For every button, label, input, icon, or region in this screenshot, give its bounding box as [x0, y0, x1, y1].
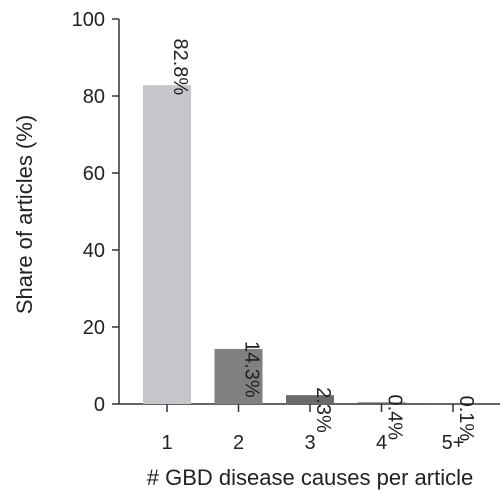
data-label: 82.8% — [169, 39, 191, 96]
bars — [143, 85, 477, 404]
y-tick-label: 0 — [94, 394, 105, 416]
data-label: 2.3% — [312, 387, 334, 433]
bar — [357, 402, 406, 404]
data-label: 14.3% — [241, 341, 263, 398]
data-label: 0.4% — [384, 394, 406, 440]
x-axis-title: # GBD disease causes per article — [147, 465, 474, 490]
bar — [143, 85, 191, 404]
y-axis-title: Share of articles (%) — [12, 115, 37, 314]
data-labels: 82.8% 14.3% 2.3% 0.4% 0.1% — [169, 39, 477, 442]
y-ticks: 0 20 40 60 80 100 — [72, 9, 119, 416]
x-axis: 1 2 3 4 5+ — [119, 403, 500, 454]
y-tick-label: 80 — [83, 86, 105, 108]
x-tick-label: 1 — [161, 432, 172, 454]
bar — [214, 348, 263, 404]
x-tick-label: 3 — [304, 432, 315, 454]
bar — [429, 403, 477, 404]
y-tick-label: 60 — [83, 163, 105, 185]
x-tick-label: 5+ — [442, 432, 465, 454]
x-tick-label: 4 — [376, 432, 387, 454]
bar — [286, 395, 334, 404]
y-tick-label: 20 — [83, 317, 105, 339]
y-tick-label: 100 — [72, 9, 105, 31]
y-tick-label: 40 — [83, 240, 105, 262]
y-axis: 0 20 40 60 80 100 — [72, 9, 120, 416]
data-label: 0.1% — [455, 396, 477, 442]
x-tick-label: 2 — [233, 432, 244, 454]
x-ticks: 1 2 3 4 5+ — [161, 404, 464, 454]
